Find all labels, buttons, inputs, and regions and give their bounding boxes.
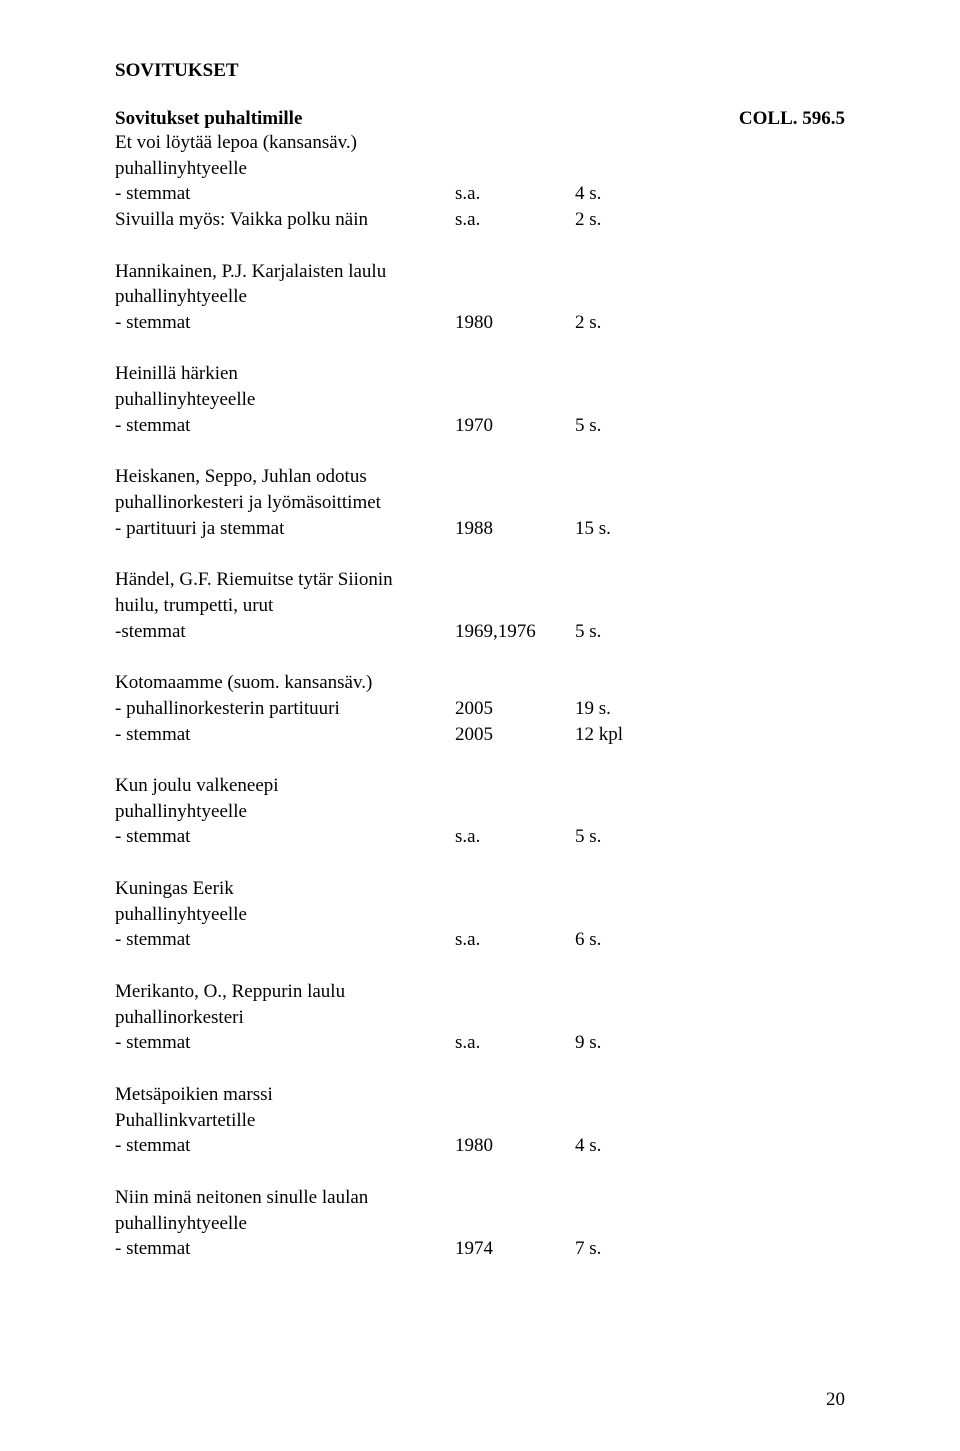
row-pages: 5 s. (575, 619, 601, 645)
row-label: - stemmat (115, 927, 455, 953)
entry-row: - stemmats.a.9 s. (115, 1030, 845, 1056)
entry-line: Kotomaamme (suom. kansansäv.) (115, 670, 845, 696)
entry-line: Niin minä neitonen sinulle laulan (115, 1185, 845, 1211)
row-pages: 2 s. (575, 310, 601, 336)
row-label: - stemmat (115, 1236, 455, 1262)
section-title: SOVITUKSET (115, 60, 845, 82)
page-number: 20 (826, 1389, 845, 1411)
entry-row: - stemmat19705 s. (115, 413, 845, 439)
entry: Heinillä härkienpuhallinyhteyeelle- stem… (115, 361, 845, 438)
row-label: - stemmat (115, 1133, 455, 1159)
entry: Niin minä neitonen sinulle laulanpuhalli… (115, 1185, 845, 1262)
row-pages: 4 s. (575, 181, 601, 207)
entry-row: - partituuri ja stemmat198815 s. (115, 516, 845, 542)
row-pages: 2 s. (575, 207, 601, 233)
row-label: - stemmat (115, 824, 455, 850)
row-pages: 4 s. (575, 1133, 601, 1159)
entry-line: puhallinyhtyeelle (115, 902, 845, 928)
row-year: s.a. (455, 824, 575, 850)
row-year: 1969,1976 (455, 619, 575, 645)
row-label: Sivuilla myös: Vaikka polku näin (115, 207, 455, 233)
entry-row: - puhallinorkesterin partituuri200519 s. (115, 696, 845, 722)
coll-label: COLL. 596.5 (739, 108, 845, 130)
entry: Merikanto, O., Reppurin laulupuhallinork… (115, 979, 845, 1056)
row-year: s.a. (455, 927, 575, 953)
entry: Metsäpoikien marssiPuhallinkvartetille- … (115, 1082, 845, 1159)
row-label: - stemmat (115, 722, 455, 748)
row-year: 1980 (455, 1133, 575, 1159)
row-pages: 6 s. (575, 927, 601, 953)
entry: Kun joulu valkeneepipuhallinyhtyeelle- s… (115, 773, 845, 850)
row-label: - stemmat (115, 413, 455, 439)
row-label: - partituuri ja stemmat (115, 516, 455, 542)
entry-line: Hannikainen, P.J. Karjalaisten laulu (115, 259, 845, 285)
entry: Heiskanen, Seppo, Juhlan odotuspuhallino… (115, 464, 845, 541)
entry: Et voi löytää lepoa (kansansäv.)puhallin… (115, 130, 845, 233)
row-pages: 9 s. (575, 1030, 601, 1056)
top-row: Sovitukset puhaltimille COLL. 596.5 (115, 108, 845, 130)
entry-line: Puhallinkvartetille (115, 1108, 845, 1134)
entry-line: Et voi löytää lepoa (kansansäv.) (115, 130, 845, 156)
row-label: - puhallinorkesterin partituuri (115, 696, 455, 722)
row-year: 1980 (455, 310, 575, 336)
entry-row: - stemmat19747 s. (115, 1236, 845, 1262)
entry-line: puhallinyhtyeelle (115, 156, 845, 182)
row-label: -stemmat (115, 619, 455, 645)
row-label: - stemmat (115, 1030, 455, 1056)
entry-line: puhallinorkesteri (115, 1005, 845, 1031)
entries-container: Et voi löytää lepoa (kansansäv.)puhallin… (115, 130, 845, 1262)
row-year: s.a. (455, 1030, 575, 1056)
row-year: 1970 (455, 413, 575, 439)
row-pages: 7 s. (575, 1236, 601, 1262)
entry-line: puhallinyhtyeelle (115, 284, 845, 310)
entry: Kuningas Eerikpuhallinyhtyeelle- stemmat… (115, 876, 845, 953)
entry-line: Kun joulu valkeneepi (115, 773, 845, 799)
row-year: s.a. (455, 181, 575, 207)
entry: Händel, G.F. Riemuitse tytär Siioninhuil… (115, 567, 845, 644)
entry-row: - stemmats.a.5 s. (115, 824, 845, 850)
entry: Hannikainen, P.J. Karjalaisten laulupuha… (115, 259, 845, 336)
entry-row: Sivuilla myös: Vaikka polku näins.a.2 s. (115, 207, 845, 233)
row-year: 2005 (455, 696, 575, 722)
entry-row: - stemmat200512 kpl (115, 722, 845, 748)
entry-row: - stemmats.a.6 s. (115, 927, 845, 953)
entry-row: - stemmats.a.4 s. (115, 181, 845, 207)
entry-row: -stemmat1969,19765 s. (115, 619, 845, 645)
entry-line: Metsäpoikien marssi (115, 1082, 845, 1108)
entry-line: Merikanto, O., Reppurin laulu (115, 979, 845, 1005)
row-pages: 15 s. (575, 516, 611, 542)
row-pages: 5 s. (575, 824, 601, 850)
entry-line: puhallinyhtyeelle (115, 1211, 845, 1237)
row-pages: 12 kpl (575, 722, 623, 748)
entry-line: Heinillä härkien (115, 361, 845, 387)
page-container: SOVITUKSET Sovitukset puhaltimille COLL.… (0, 0, 960, 1451)
entry-line: puhallinyhtyeelle (115, 799, 845, 825)
entry-row: - stemmat19804 s. (115, 1133, 845, 1159)
entry-row: - stemmat19802 s. (115, 310, 845, 336)
row-pages: 5 s. (575, 413, 601, 439)
entry-line: Heiskanen, Seppo, Juhlan odotus (115, 464, 845, 490)
entry-line: puhallinyhteyeelle (115, 387, 845, 413)
row-year: 1974 (455, 1236, 575, 1262)
entry-line: huilu, trumpetti, urut (115, 593, 845, 619)
row-year: 2005 (455, 722, 575, 748)
row-label: - stemmat (115, 181, 455, 207)
row-year: 1988 (455, 516, 575, 542)
row-label: - stemmat (115, 310, 455, 336)
subsection-title: Sovitukset puhaltimille (115, 108, 302, 130)
entry: Kotomaamme (suom. kansansäv.)- puhallino… (115, 670, 845, 747)
row-pages: 19 s. (575, 696, 611, 722)
entry-line: Händel, G.F. Riemuitse tytär Siionin (115, 567, 845, 593)
row-year: s.a. (455, 207, 575, 233)
entry-line: puhallinorkesteri ja lyömäsoittimet (115, 490, 845, 516)
entry-line: Kuningas Eerik (115, 876, 845, 902)
